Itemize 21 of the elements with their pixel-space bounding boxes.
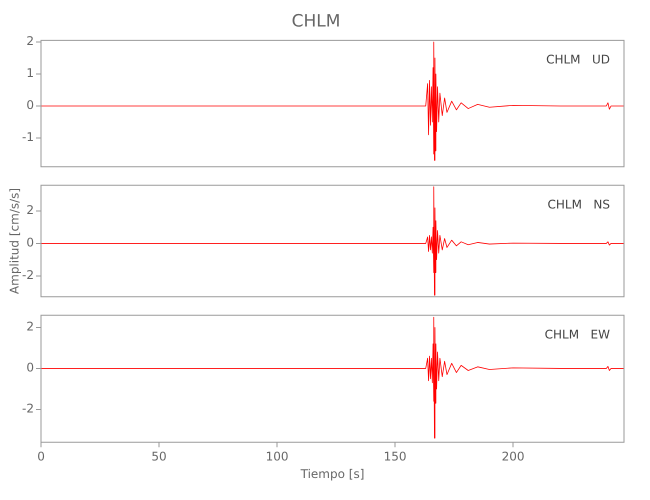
y-tick-label: 0 [26,360,34,375]
y-tick-label: 1 [26,66,34,80]
y-axis-title: Amplitud [cm/s/s] [7,188,22,294]
chart-title: CHLM [292,12,340,32]
y-tick-label: 2 [26,34,34,48]
x-tick-label: 0 [37,450,45,464]
y-tick-label: -2 [22,268,34,282]
x-tick-label: 50 [151,450,167,464]
x-tick-label: 200 [502,450,525,464]
y-tick-label: 2 [26,320,34,334]
annotation: CHLM EW [544,327,610,342]
x-tick-label: 150 [384,450,406,464]
y-tick-label: 0 [26,236,34,250]
y-tick-label: -1 [22,130,34,144]
x-axis-title: Tiempo [s] [300,466,364,481]
y-tick-label: 2 [26,203,34,218]
y-tick-label: 0 [26,98,34,112]
annotation: CHLM NS [548,197,610,212]
y-tick-label: -2 [22,402,34,416]
annotation: CHLM UD [546,52,610,67]
x-tick-label: 100 [266,450,288,464]
